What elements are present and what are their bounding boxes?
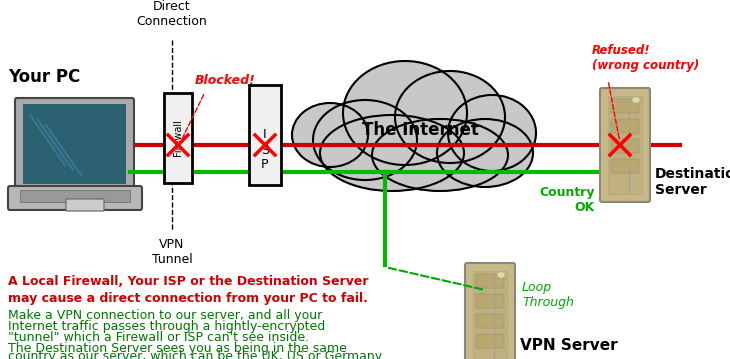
Text: A Local Firewall, Your ISP or the Destination Server: A Local Firewall, Your ISP or the Destin… (8, 275, 369, 288)
FancyBboxPatch shape (473, 271, 507, 359)
Text: Country
OK: Country OK (539, 186, 595, 214)
FancyBboxPatch shape (611, 99, 639, 113)
FancyBboxPatch shape (476, 274, 504, 288)
Text: VPN Server: VPN Server (520, 337, 618, 353)
Ellipse shape (320, 115, 464, 191)
FancyBboxPatch shape (611, 139, 639, 153)
Text: Your PC: Your PC (8, 68, 80, 86)
Text: Firewall: Firewall (173, 120, 183, 157)
Text: Make a VPN connection to our server, and all your: Make a VPN connection to our server, and… (8, 309, 322, 322)
FancyBboxPatch shape (23, 104, 126, 184)
Text: may cause a direct connection from your PC to fail.: may cause a direct connection from your … (8, 292, 368, 305)
Text: Loop
Through: Loop Through (522, 281, 574, 309)
Ellipse shape (498, 273, 504, 277)
FancyBboxPatch shape (476, 314, 504, 328)
Ellipse shape (292, 103, 368, 167)
FancyBboxPatch shape (249, 85, 281, 185)
FancyBboxPatch shape (465, 263, 515, 359)
FancyBboxPatch shape (164, 93, 192, 183)
Ellipse shape (343, 61, 467, 165)
Text: Refused!
(wrong country): Refused! (wrong country) (592, 44, 699, 72)
Ellipse shape (313, 100, 417, 180)
FancyBboxPatch shape (8, 186, 142, 210)
Text: I
S
P: I S P (261, 129, 269, 172)
Text: Internet traffic passes through a hightly-encrypted: Internet traffic passes through a hightl… (8, 320, 326, 333)
Ellipse shape (448, 95, 536, 171)
Text: country as our server, which can be the UK, US or Germany.: country as our server, which can be the … (8, 350, 385, 359)
Text: Destination
Server: Destination Server (655, 167, 730, 197)
Ellipse shape (633, 98, 639, 102)
FancyBboxPatch shape (611, 119, 639, 133)
Text: VPN
Tunnel: VPN Tunnel (152, 238, 193, 266)
Text: The Internet: The Internet (361, 121, 478, 139)
FancyBboxPatch shape (611, 159, 639, 173)
Text: "tunnel" which a Firewall or ISP can't see inside.: "tunnel" which a Firewall or ISP can't s… (8, 331, 309, 344)
FancyBboxPatch shape (476, 294, 504, 308)
FancyBboxPatch shape (608, 96, 642, 194)
FancyBboxPatch shape (66, 199, 104, 211)
FancyBboxPatch shape (20, 190, 130, 202)
Text: The Destination Server sees you as being in the same: The Destination Server sees you as being… (8, 342, 347, 355)
Text: Direct
Connection: Direct Connection (137, 0, 207, 28)
Text: Blocked!: Blocked! (195, 74, 256, 87)
Ellipse shape (437, 119, 533, 187)
Ellipse shape (395, 71, 505, 163)
FancyBboxPatch shape (15, 98, 134, 190)
FancyBboxPatch shape (476, 334, 504, 348)
FancyBboxPatch shape (600, 88, 650, 202)
Ellipse shape (372, 119, 508, 191)
